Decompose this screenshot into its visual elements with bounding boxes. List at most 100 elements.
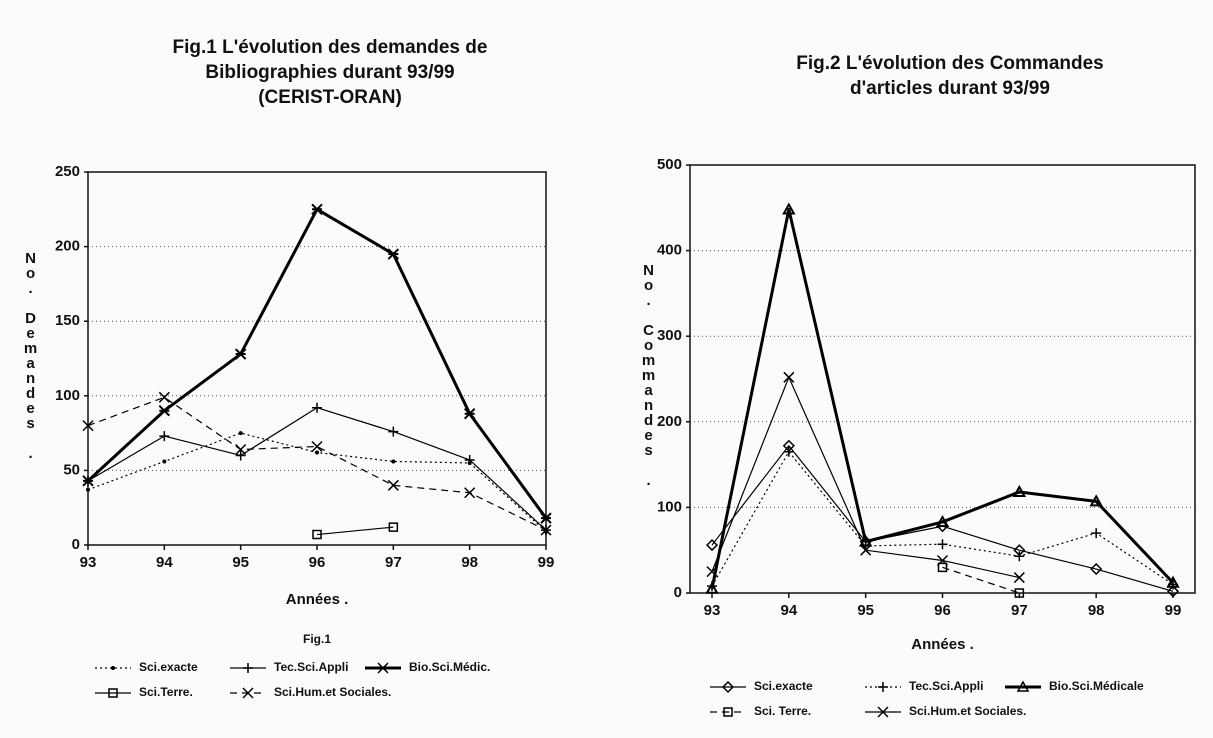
marker	[937, 539, 948, 550]
marker	[540, 512, 552, 524]
legend-label: Sci.Hum.et Sociales.	[909, 704, 1026, 718]
legend-label: Bio.Sci.Médic.	[409, 660, 490, 674]
marker	[1091, 528, 1102, 539]
x-tick-label: 95	[232, 554, 249, 571]
marker	[82, 420, 94, 432]
marker	[935, 514, 950, 527]
marker	[388, 522, 399, 532]
x-tick-label: 97	[1011, 602, 1028, 619]
marker	[1014, 551, 1025, 562]
marker	[312, 529, 322, 540]
y-tick-label: 500	[657, 156, 682, 173]
x-tick-label: 98	[1088, 602, 1105, 619]
y-tick-label: 200	[55, 238, 80, 255]
marker	[388, 426, 399, 437]
marker	[1012, 484, 1027, 497]
marker	[783, 371, 795, 383]
y-axis-label: No. Commandes .	[640, 262, 657, 487]
legend-label: Sci.Hum.et Sociales.	[274, 685, 391, 699]
x-tick-label: 95	[857, 602, 874, 619]
marker	[706, 566, 718, 578]
y-tick-label: 150	[55, 312, 80, 329]
y-tick-label: 0	[674, 584, 682, 601]
x-axis-label: Années .	[911, 636, 974, 653]
marker	[158, 391, 170, 403]
marker	[1013, 572, 1025, 584]
series-line	[710, 208, 1175, 590]
marker	[858, 534, 873, 547]
marker	[86, 487, 90, 492]
y-tick-label: 100	[657, 498, 682, 515]
chart-title: (CERIST-ORAN)	[258, 87, 402, 108]
marker	[315, 450, 319, 455]
y-tick-label: 50	[63, 461, 80, 478]
marker	[162, 459, 167, 464]
marker	[936, 554, 949, 567]
x-tick-label: 96	[309, 554, 326, 571]
series-line	[316, 526, 394, 536]
legend-label: Sci.exacte	[139, 660, 198, 674]
marker	[387, 248, 400, 260]
x-tick-label: 93	[704, 602, 721, 619]
legend-label: Sci.Terre.	[139, 685, 193, 699]
marker	[235, 450, 246, 461]
x-axis-label: Années .	[286, 591, 349, 608]
marker	[463, 407, 476, 420]
marker	[82, 475, 94, 487]
marker	[540, 524, 552, 536]
marker	[111, 666, 115, 670]
marker	[721, 680, 735, 694]
y-tick-label: 0	[72, 536, 80, 553]
marker	[159, 431, 170, 442]
marker	[464, 454, 475, 465]
chart-title: d'articles durant 93/99	[850, 78, 1050, 99]
marker	[108, 688, 118, 698]
marker	[1014, 588, 1025, 598]
marker	[311, 203, 323, 216]
marker	[387, 479, 399, 491]
chart-title: Bibliographies durant 93/99	[205, 62, 454, 83]
marker	[312, 402, 322, 413]
marker	[464, 487, 476, 499]
marker	[705, 539, 719, 552]
marker	[1090, 562, 1103, 576]
marker	[391, 459, 396, 464]
x-tick-label: 98	[461, 554, 478, 571]
y-tick-label: 400	[657, 242, 682, 259]
marker	[937, 562, 948, 573]
y-tick-label: 200	[657, 413, 682, 430]
legend-label: Tec.Sci.Appli	[909, 679, 983, 693]
y-tick-label: 100	[55, 387, 80, 404]
chart-title: Fig.2 L'évolution des Commandes	[796, 53, 1104, 74]
marker	[878, 682, 888, 692]
marker	[158, 405, 171, 417]
marker	[238, 431, 243, 436]
y-tick-label: 300	[657, 327, 682, 344]
marker	[705, 581, 719, 594]
legend-label: Sci.exacte	[754, 679, 813, 693]
caption: Fig.1	[303, 632, 331, 646]
marker	[243, 663, 253, 673]
y-axis-label: No. Demandes .	[22, 250, 39, 460]
x-tick-label: 99	[538, 554, 555, 571]
marker	[234, 348, 247, 360]
legend-label: Tec.Sci.Appli	[274, 660, 348, 674]
marker	[860, 544, 872, 556]
marker	[311, 440, 323, 453]
chart-title: Fig.1 L'évolution des demandes de	[173, 37, 488, 58]
x-tick-label: 94	[780, 602, 797, 619]
y-tick-label: 250	[55, 163, 80, 180]
marker	[377, 662, 389, 674]
x-tick-label: 96	[934, 602, 951, 619]
legend-label: Sci. Terre.	[754, 704, 811, 718]
marker	[877, 706, 889, 718]
marker	[1166, 575, 1180, 588]
x-tick-label: 97	[385, 554, 402, 571]
marker	[242, 687, 254, 699]
marker	[783, 446, 794, 457]
marker	[1166, 585, 1180, 598]
marker	[1016, 680, 1030, 692]
marker	[723, 707, 733, 717]
